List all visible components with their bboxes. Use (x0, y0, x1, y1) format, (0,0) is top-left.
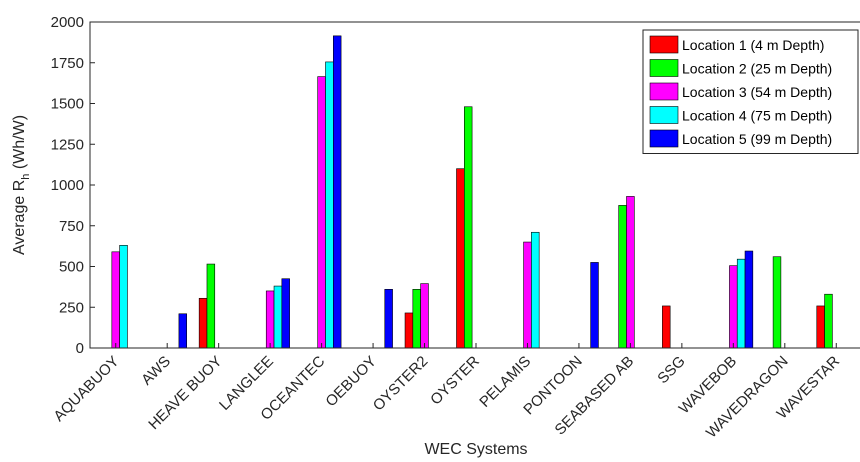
bar (281, 278, 290, 349)
bar (736, 258, 746, 349)
bar (178, 313, 187, 349)
bar (772, 256, 782, 349)
y-axis-label-unit: (Wh/W) (11, 115, 28, 174)
y-axis-label: Average Rh (Wh/W) (11, 115, 32, 255)
legend: Location 1 (4 m Depth) Location 2 (25 m D… (642, 29, 859, 154)
bar (325, 61, 334, 349)
bar (618, 205, 627, 349)
bar (744, 250, 754, 349)
y-tick-label: 1000 (51, 177, 84, 194)
legend-label: Location 1 (4 m Depth) (682, 37, 824, 53)
bar (662, 305, 671, 349)
legend-swatch (649, 82, 679, 101)
y-tick-label: 750 (59, 218, 84, 235)
y-tick-label: 0 (76, 340, 84, 357)
bar (317, 76, 326, 349)
y-tick-label: 1250 (51, 136, 84, 153)
y-tick-label: 250 (59, 299, 84, 316)
bar (198, 297, 208, 349)
bar (463, 106, 473, 349)
bar (523, 241, 532, 349)
legend-label: Location 4 (75 m Depth) (682, 108, 832, 124)
bar (816, 305, 825, 349)
legend-label: Location 5 (99 m Depth) (682, 131, 832, 147)
bar (332, 35, 342, 349)
bar (626, 196, 635, 349)
x-axis-label: WEC Systems (424, 441, 527, 458)
legend-swatch (649, 59, 679, 77)
legend-label: Location 3 (54 m Depth) (682, 84, 832, 100)
bar (111, 251, 120, 349)
bar (412, 289, 421, 349)
bar (273, 285, 283, 349)
bar (824, 293, 833, 349)
y-tick-label: 1500 (51, 96, 84, 113)
bar (265, 290, 275, 349)
legend-swatch (649, 129, 679, 148)
bar (119, 245, 128, 349)
y-tick-label: 500 (59, 259, 84, 276)
legend-box (642, 29, 859, 154)
bar (206, 263, 216, 349)
legend-label: Location 2 (25 m Depth) (682, 61, 832, 77)
y-axis-label-main: Average R (11, 180, 28, 255)
y-axis: 0 250 500 750 1000 1250 1500 1750 2000 (51, 14, 95, 357)
bar (729, 265, 738, 349)
bar (420, 283, 429, 349)
y-tick-label: 1750 (51, 55, 84, 72)
y-axis-label-subscript: h (20, 174, 32, 180)
bar (456, 168, 465, 349)
bar (531, 231, 540, 349)
legend-swatch (649, 35, 679, 54)
bar (590, 262, 599, 349)
y-tick-label: 2000 (51, 14, 84, 31)
legend-swatch (649, 106, 679, 124)
bar (404, 312, 414, 349)
bar (384, 289, 393, 349)
